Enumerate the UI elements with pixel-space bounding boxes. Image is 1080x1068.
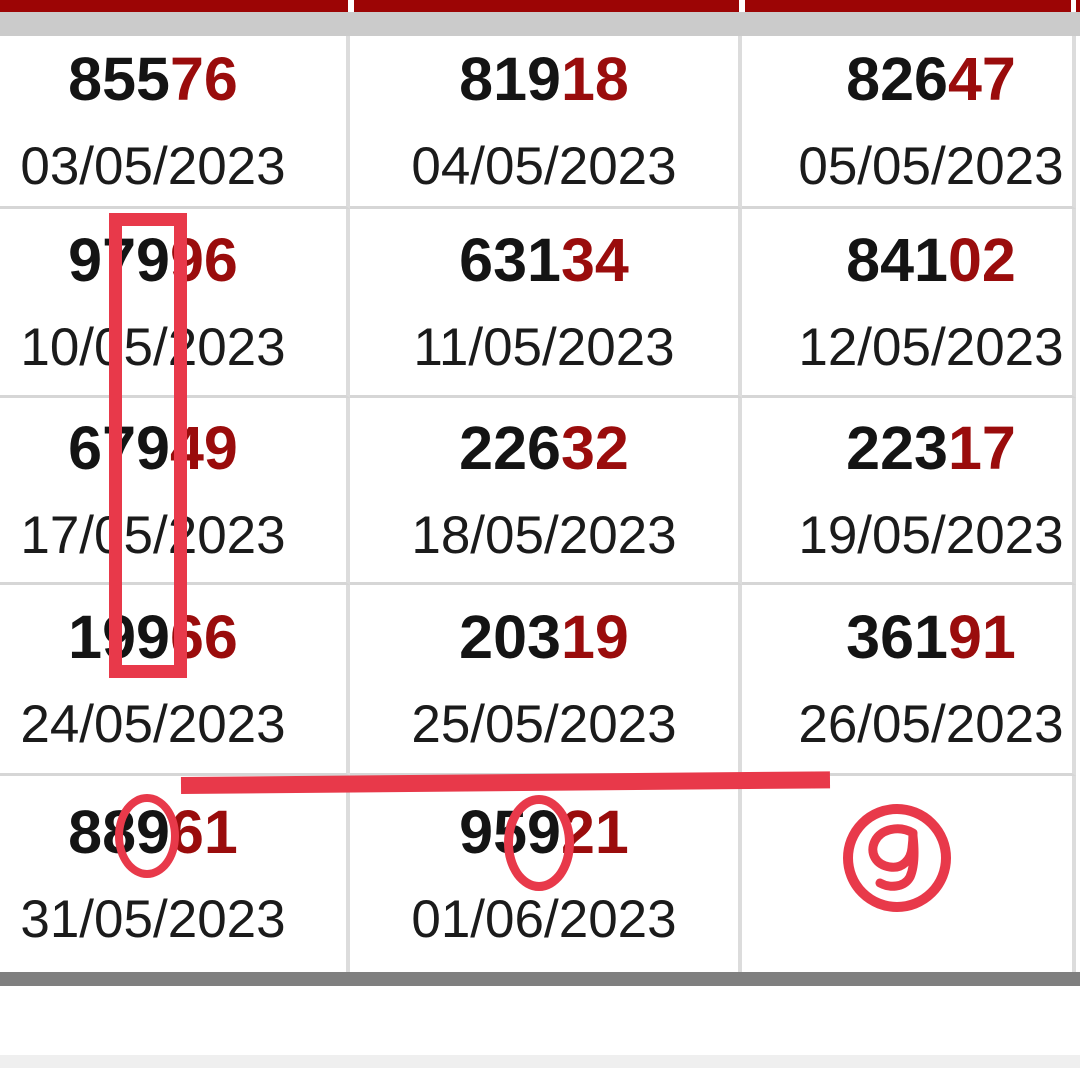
draw-date: 03/05/2023 (20, 137, 286, 196)
draw-date: 18/05/2023 (411, 506, 677, 565)
results-table: 85576 03/05/2023 81918 04/05/2023 82647 … (0, 36, 1076, 972)
winning-number: 84102 (846, 230, 1016, 291)
draw-date: 01/06/2023 (411, 890, 677, 949)
draw-date: 31/05/2023 (20, 890, 286, 949)
winning-number: 88961 (68, 802, 238, 863)
result-cell: 19966 24/05/2023 (0, 585, 350, 776)
number-red-part: 18 (560, 45, 629, 113)
number-red-part: 34 (560, 226, 629, 294)
result-cell: 85576 03/05/2023 (0, 36, 350, 209)
number-red-part: 61 (169, 798, 238, 866)
number-black-part: 199 (68, 603, 170, 671)
winning-number: 82647 (846, 49, 1016, 110)
number-black-part: 361 (846, 603, 948, 671)
draw-date: 19/05/2023 (798, 506, 1064, 565)
number-black-part: 841 (846, 226, 948, 294)
winning-number: 95921 (459, 802, 629, 863)
table-header-strip (0, 0, 1080, 12)
winning-number: 67949 (68, 418, 238, 479)
number-black-part: 979 (68, 226, 170, 294)
draw-date: 12/05/2023 (798, 318, 1064, 377)
draw-date: 25/05/2023 (411, 695, 677, 754)
number-red-part: 96 (169, 226, 238, 294)
result-cell: 67949 17/05/2023 (0, 398, 350, 585)
number-black-part: 679 (68, 414, 170, 482)
draw-date: 11/05/2023 (413, 318, 675, 377)
number-red-part: 47 (947, 45, 1016, 113)
number-red-part: 17 (947, 414, 1016, 482)
number-red-part: 02 (947, 226, 1016, 294)
number-black-part: 819 (459, 45, 561, 113)
result-cell: 22317 19/05/2023 (742, 398, 1076, 585)
winning-number: 81918 (459, 49, 629, 110)
next-section-edge (0, 1055, 1080, 1068)
number-red-part: 76 (169, 45, 238, 113)
header-column-gap (1071, 0, 1076, 12)
result-cell: 20319 25/05/2023 (350, 585, 742, 776)
draw-date: 05/05/2023 (798, 137, 1064, 196)
header-divider-band (0, 12, 1080, 36)
winning-number: 20319 (459, 607, 629, 668)
winning-number: 85576 (68, 49, 238, 110)
winning-number: 19966 (68, 607, 238, 668)
result-cell: 22632 18/05/2023 (350, 398, 742, 585)
winning-number: 22317 (846, 418, 1016, 479)
header-column-gap (739, 0, 745, 12)
draw-date: 24/05/2023 (20, 695, 286, 754)
draw-date: 17/05/2023 (20, 506, 286, 565)
number-black-part: 855 (68, 45, 170, 113)
number-black-part: 226 (459, 414, 561, 482)
number-black-part: 631 (459, 226, 561, 294)
result-cell: 36191 26/05/2023 (742, 585, 1076, 776)
number-black-part: 826 (846, 45, 948, 113)
number-red-part: 32 (560, 414, 629, 482)
number-black-part: 203 (459, 603, 561, 671)
winning-number: 22632 (459, 418, 629, 479)
number-red-part: 91 (947, 603, 1016, 671)
result-cell: 97996 10/05/2023 (0, 209, 350, 398)
result-cell: 84102 12/05/2023 (742, 209, 1076, 398)
header-column-gap (348, 0, 354, 12)
result-cell: 95921 01/06/2023 (350, 776, 742, 972)
number-black-part: 889 (68, 798, 170, 866)
draw-date: 04/05/2023 (411, 137, 677, 196)
number-black-part: 223 (846, 414, 948, 482)
draw-date: 10/05/2023 (20, 318, 286, 377)
result-cell: 88961 31/05/2023 (0, 776, 350, 972)
draw-date: 26/05/2023 (798, 695, 1064, 754)
number-red-part: 49 (169, 414, 238, 482)
number-red-part: 66 (169, 603, 238, 671)
winning-number: 97996 (68, 230, 238, 291)
number-red-part: 19 (560, 603, 629, 671)
result-cell (742, 776, 1076, 972)
table-bottom-bar (0, 972, 1080, 986)
result-cell: 63134 11/05/2023 (350, 209, 742, 398)
winning-number: 63134 (459, 230, 629, 291)
result-cell: 81918 04/05/2023 (350, 36, 742, 209)
result-cell: 82647 05/05/2023 (742, 36, 1076, 209)
winning-number: 36191 (846, 607, 1016, 668)
number-red-part: 21 (560, 798, 629, 866)
number-black-part: 959 (459, 798, 561, 866)
